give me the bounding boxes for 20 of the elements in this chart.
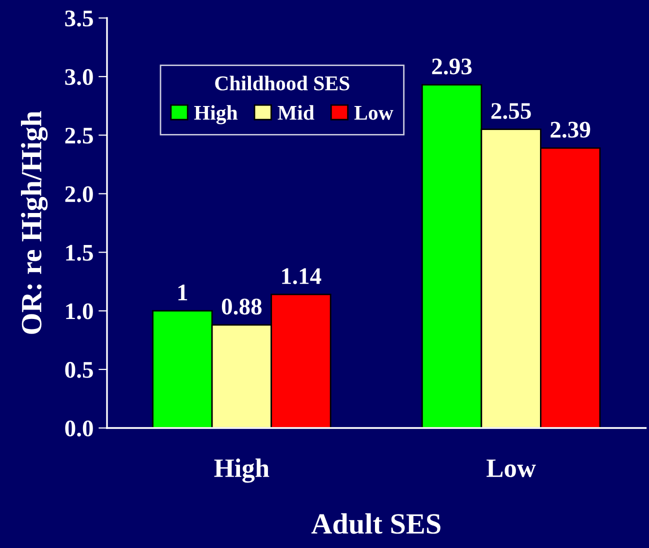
y-tick-label: 2.5 <box>65 128 93 144</box>
y-tick-label: 3.5 <box>65 10 93 27</box>
y-axis-title: OR: re High/High <box>20 111 48 334</box>
legend-label: Mid <box>278 105 314 120</box>
legend-title: Childhood SES <box>215 76 350 90</box>
data-label: 1.14 <box>282 268 322 284</box>
data-label: 2.39 <box>550 122 590 138</box>
x-axis-title: Adult SES <box>311 513 440 534</box>
data-label: 0.88 <box>222 298 262 315</box>
y-tick-label: 3.0 <box>65 69 93 86</box>
y-tick-label: 1.5 <box>66 244 93 261</box>
legend-label: Low <box>354 106 394 120</box>
y-tick-label: 0.5 <box>65 362 93 378</box>
data-label: 1 <box>178 284 188 300</box>
data-label: 2.93 <box>432 58 472 75</box>
y-tick-label: 1.0 <box>66 303 93 320</box>
y-tick-label: 0.0 <box>65 420 93 437</box>
data-label: 2.55 <box>491 103 531 120</box>
legend-label: High <box>194 105 238 124</box>
y-tick-label: 2.0 <box>65 186 93 202</box>
